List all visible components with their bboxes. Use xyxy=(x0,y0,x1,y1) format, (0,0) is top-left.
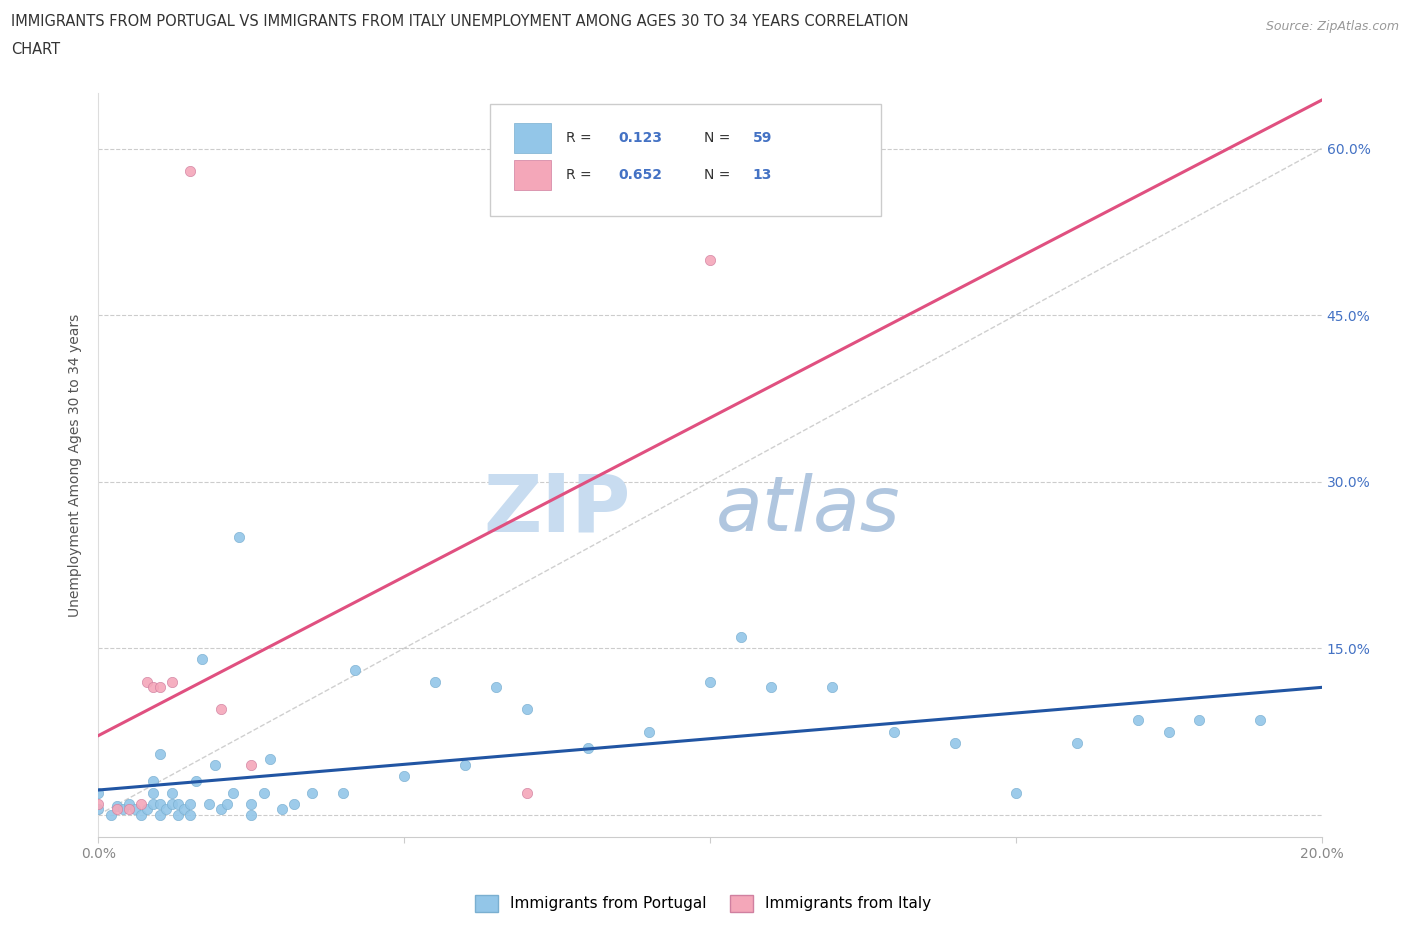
Point xyxy=(105,802,128,817)
Point xyxy=(105,799,128,814)
Point xyxy=(129,807,152,822)
Point xyxy=(209,702,232,717)
Point xyxy=(142,774,165,789)
Point xyxy=(149,680,172,695)
Text: 0.123: 0.123 xyxy=(619,130,662,145)
Point xyxy=(240,757,263,772)
Point xyxy=(215,796,238,811)
Point xyxy=(204,757,226,772)
Text: atlas: atlas xyxy=(716,472,900,547)
Point xyxy=(197,796,219,811)
Point xyxy=(149,807,172,822)
Point xyxy=(516,702,538,717)
Point xyxy=(118,802,141,817)
Point xyxy=(344,663,367,678)
Point xyxy=(392,768,416,783)
Point xyxy=(209,802,232,817)
Point xyxy=(124,802,146,817)
Point xyxy=(252,785,274,800)
Point xyxy=(160,674,183,689)
Point xyxy=(160,796,183,811)
Point xyxy=(270,802,292,817)
Point xyxy=(240,807,263,822)
Point xyxy=(191,652,214,667)
Text: 59: 59 xyxy=(752,130,772,145)
Point xyxy=(1128,713,1150,728)
Point xyxy=(118,796,141,811)
Point xyxy=(228,530,250,545)
FancyBboxPatch shape xyxy=(515,160,551,190)
Point xyxy=(454,757,477,772)
Point xyxy=(142,680,165,695)
Y-axis label: Unemployment Among Ages 30 to 34 years: Unemployment Among Ages 30 to 34 years xyxy=(69,313,83,617)
Point xyxy=(160,785,183,800)
Point xyxy=(179,807,201,822)
Point xyxy=(576,740,599,755)
Point xyxy=(637,724,661,739)
FancyBboxPatch shape xyxy=(489,104,882,216)
Point xyxy=(100,807,122,822)
Point xyxy=(149,746,172,761)
Text: N =: N = xyxy=(704,167,735,182)
Point xyxy=(283,796,305,811)
Point xyxy=(155,802,177,817)
Point xyxy=(167,807,190,822)
Text: 13: 13 xyxy=(752,167,772,182)
Point xyxy=(821,680,844,695)
Point xyxy=(186,774,208,789)
Point xyxy=(301,785,323,800)
Point xyxy=(136,802,159,817)
Point xyxy=(87,796,110,811)
Text: R =: R = xyxy=(565,130,596,145)
Point xyxy=(240,796,263,811)
Point xyxy=(149,796,172,811)
Point xyxy=(730,630,752,644)
Point xyxy=(167,796,190,811)
Point xyxy=(173,802,195,817)
Point xyxy=(87,802,110,817)
Point xyxy=(259,751,281,766)
Point xyxy=(1188,713,1211,728)
Text: 0.652: 0.652 xyxy=(619,167,662,182)
Point xyxy=(87,785,110,800)
Point xyxy=(142,785,165,800)
Point xyxy=(759,680,782,695)
Text: IMMIGRANTS FROM PORTUGAL VS IMMIGRANTS FROM ITALY UNEMPLOYMENT AMONG AGES 30 TO : IMMIGRANTS FROM PORTUGAL VS IMMIGRANTS F… xyxy=(11,14,908,29)
Legend: Immigrants from Portugal, Immigrants from Italy: Immigrants from Portugal, Immigrants fro… xyxy=(470,889,936,918)
Point xyxy=(142,796,165,811)
Point xyxy=(883,724,905,739)
Point xyxy=(1157,724,1180,739)
Point xyxy=(111,802,134,817)
Point xyxy=(129,796,152,811)
Text: ZIP: ZIP xyxy=(484,471,630,549)
Point xyxy=(179,796,201,811)
Point xyxy=(485,680,508,695)
Point xyxy=(136,674,159,689)
Point xyxy=(423,674,446,689)
Point xyxy=(179,164,201,179)
Point xyxy=(699,252,721,267)
Text: R =: R = xyxy=(565,167,596,182)
Text: Source: ZipAtlas.com: Source: ZipAtlas.com xyxy=(1265,20,1399,33)
Point xyxy=(1066,736,1088,751)
Text: CHART: CHART xyxy=(11,42,60,57)
Point xyxy=(699,674,721,689)
Point xyxy=(943,736,966,751)
Point xyxy=(222,785,245,800)
Point xyxy=(1004,785,1026,800)
Point xyxy=(516,785,538,800)
Point xyxy=(332,785,354,800)
Point xyxy=(1249,713,1271,728)
FancyBboxPatch shape xyxy=(515,123,551,153)
Text: N =: N = xyxy=(704,130,735,145)
